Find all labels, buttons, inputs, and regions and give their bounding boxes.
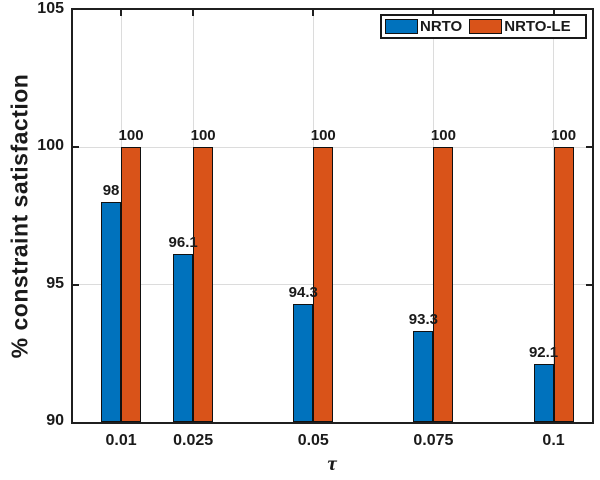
- y-axis-label: % constraint satisfaction: [6, 73, 33, 359]
- nrto-color-swatch: [385, 19, 418, 34]
- bar-value-label: 100: [551, 127, 577, 145]
- bar: [533, 364, 554, 422]
- legend-label-nrto-le: NRTO-LE: [504, 17, 571, 35]
- bar: [121, 147, 142, 422]
- y-tick-label: 95: [46, 274, 64, 292]
- bar: [193, 147, 214, 422]
- bar-value-label: 100: [190, 127, 216, 145]
- y-axis-tick: [73, 283, 79, 286]
- bar: [313, 147, 334, 422]
- legend-label-nrto: NRTO: [420, 17, 463, 35]
- bar-value-label: 92.1: [528, 344, 559, 362]
- y-tick-label: 105: [37, 0, 64, 17]
- bar-value-label: 98: [102, 182, 120, 200]
- x-axis-label: τ: [327, 451, 337, 475]
- x-axis-tick: [432, 10, 435, 16]
- x-axis-tick: [192, 10, 195, 16]
- y-axis-tick: [586, 146, 592, 149]
- bar-value-label: 94.3: [288, 283, 318, 301]
- x-tick-label: 0.025: [173, 432, 214, 449]
- bar-value-label: 100: [118, 127, 144, 145]
- x-tick-label: 0.1: [542, 432, 565, 449]
- bar-value-label: 100: [430, 127, 456, 145]
- bar-value-label: 100: [310, 127, 336, 145]
- legend-item-nrto: NRTO: [385, 17, 463, 35]
- y-tick-label: 90: [46, 412, 64, 429]
- x-axis-tick: [120, 10, 123, 16]
- plot-area: 98 100 96.1 100 94.3 100 93.3 100 92.1 100: [71, 8, 594, 424]
- legend-item-nrto-le: NRTO-LE: [469, 17, 571, 35]
- y-axis-tick: [586, 283, 592, 286]
- bar: [413, 331, 434, 422]
- y-tick-label: 100: [37, 137, 64, 155]
- x-axis-tick: [552, 10, 555, 16]
- x-tick-label: 0.075: [413, 432, 454, 449]
- x-tick-label: 0.01: [105, 432, 137, 449]
- nrto-le-color-swatch: [469, 19, 503, 34]
- y-axis-tick: [73, 146, 79, 149]
- x-tick-label: 0.05: [297, 432, 329, 449]
- bar-value-label: 93.3: [408, 311, 438, 329]
- bar: [173, 254, 194, 422]
- bar-value-label: 96.1: [168, 234, 198, 252]
- bar: [433, 147, 454, 422]
- legend: NRTO NRTO-LE: [380, 14, 587, 39]
- bar: [553, 147, 574, 422]
- x-axis-tick: [312, 10, 315, 16]
- bar: [101, 202, 122, 422]
- bar: [293, 303, 314, 422]
